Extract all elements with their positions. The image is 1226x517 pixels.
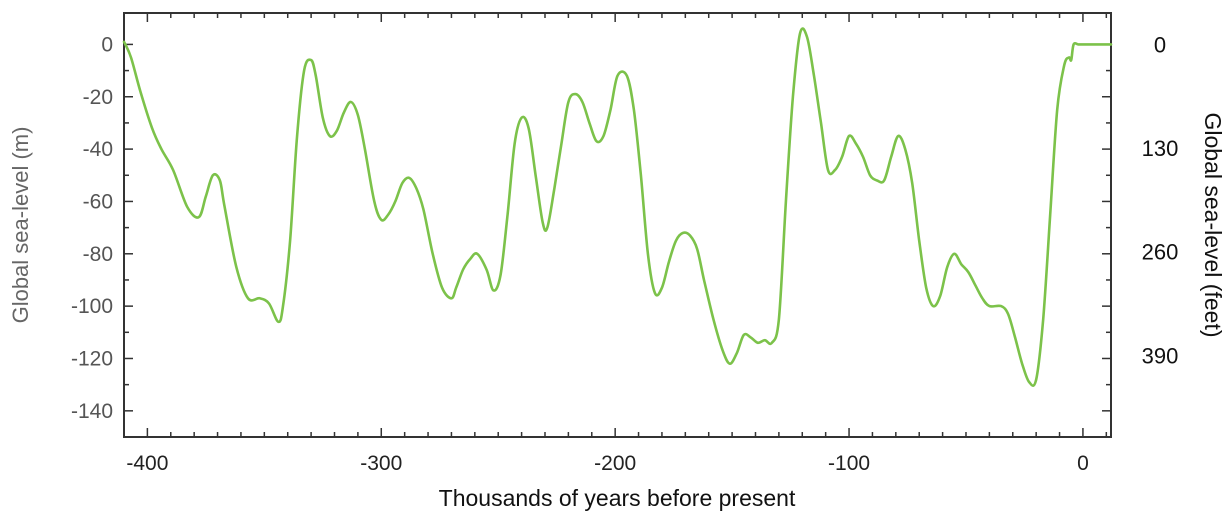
y-tick-label-left: 0 bbox=[101, 33, 113, 56]
x-tick-label: -100 bbox=[828, 452, 870, 475]
plot-frame bbox=[123, 12, 1112, 438]
y-tick-label-left: -60 bbox=[83, 190, 113, 213]
y-tick-label-right: 390 bbox=[1142, 344, 1179, 369]
y-tick-label-right: 130 bbox=[1142, 136, 1179, 161]
tick-marks bbox=[123, 13, 1111, 437]
y-axis-label-left: Global sea-level (m) bbox=[8, 127, 33, 324]
y-axis-label-right: Global sea-level (feet) bbox=[1200, 113, 1226, 338]
y-tick-label-left: -80 bbox=[83, 243, 113, 266]
x-tick-label: -300 bbox=[360, 452, 402, 475]
x-tick-label: 0 bbox=[1077, 452, 1089, 475]
x-tick-label: -400 bbox=[126, 452, 168, 475]
x-axis-label: Thousands of years before present bbox=[439, 485, 796, 511]
y-tick-label-left: -20 bbox=[83, 86, 113, 109]
y-tick-label-left: -100 bbox=[71, 295, 113, 318]
y-tick-label-right: 0 bbox=[1154, 32, 1166, 57]
y-tick-label-left: -120 bbox=[71, 347, 113, 370]
y-tick-label-left: -140 bbox=[71, 400, 113, 423]
y-tick-label-left: -40 bbox=[83, 138, 113, 161]
y-tick-label-right: 260 bbox=[1142, 240, 1179, 265]
sea-level-line bbox=[122, 27, 1113, 387]
x-tick-label: -200 bbox=[594, 452, 636, 475]
tick-labels: 0 -20 -40 -60 -80 -100 -120 -140 0 130 260 390 -400 -… bbox=[71, 32, 1178, 475]
